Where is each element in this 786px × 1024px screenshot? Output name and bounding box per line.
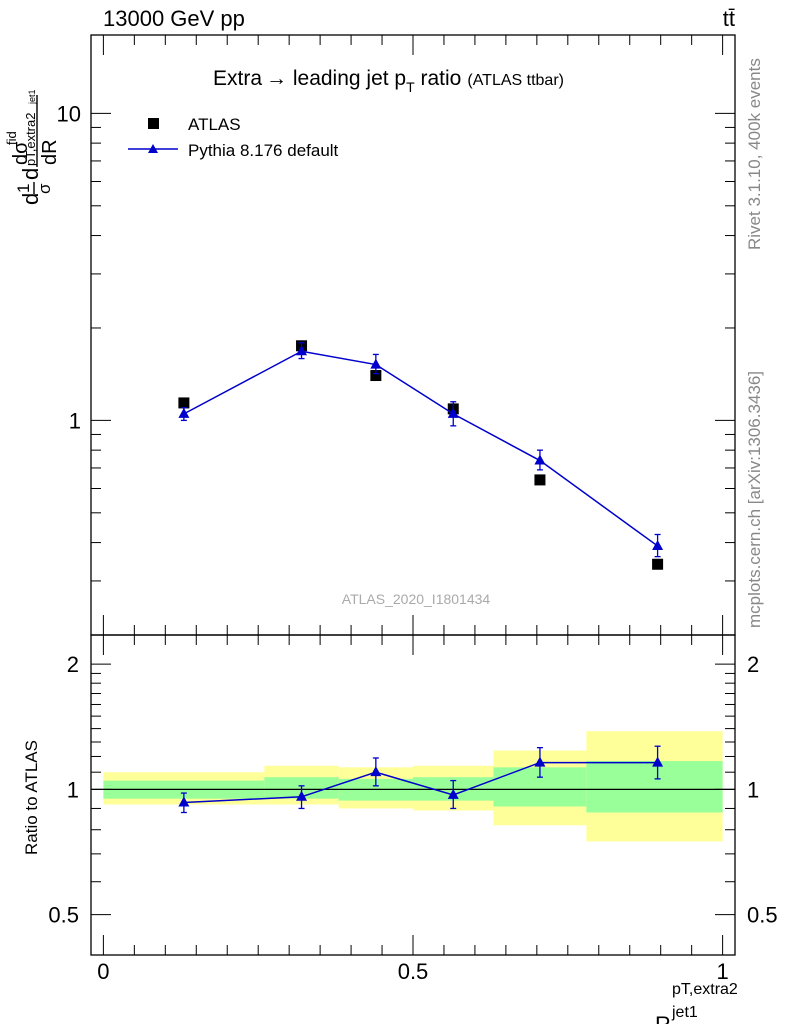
x-tick-label: 0 <box>97 959 109 984</box>
svg-text:jet1: jet1 <box>671 1004 698 1021</box>
x-tick-label: 1 <box>716 959 728 984</box>
svg-text:d: d <box>18 168 43 180</box>
legend: ATLAS Pythia 8.176 default <box>128 115 339 160</box>
ratio-point <box>370 766 382 777</box>
pythia-point <box>178 407 190 418</box>
main-ytick-label: 1 <box>69 408 81 433</box>
ratio-ylabel: Ratio to ATLAS <box>22 740 41 855</box>
svg-text:dR: dR <box>39 139 61 165</box>
ratio-ytick-label-left: 2 <box>67 652 79 677</box>
ratio-ytick-label-right: 0.5 <box>747 903 778 928</box>
ratio-bands <box>103 731 723 842</box>
ratio-marks <box>178 745 664 814</box>
ratio-point <box>652 756 664 767</box>
ratio-point <box>296 790 308 801</box>
legend-pythia-marker <box>148 144 158 153</box>
pythia-point <box>370 358 382 369</box>
energy-label: 13000 GeV pp <box>103 6 245 31</box>
main-title: Extra → leading jet pT ratio (ATLAS ttbar) <box>213 67 564 95</box>
pythia-point <box>534 454 546 465</box>
pythia-line <box>183 350 659 547</box>
svg-text:fid: fid <box>4 131 19 145</box>
atlas-point <box>370 370 382 382</box>
rivet-version-label: Rivet 3.1.10, 400k events <box>745 58 764 250</box>
svg-text:d: d <box>18 193 43 205</box>
ratio-axes: 0.5 0.5 1 1 2 2 0 0.5 1 <box>48 634 778 984</box>
ratio-ytick-label-right: 1 <box>747 777 759 802</box>
atlas-point <box>534 474 546 486</box>
ratio-ytick-label-left: 1 <box>67 777 79 802</box>
main-ytick-label: 10 <box>57 101 81 126</box>
pythia-point <box>652 539 664 550</box>
svg-text:σ: σ <box>35 183 54 194</box>
legend-atlas-label: ATLAS <box>188 115 241 134</box>
atlas-point <box>178 397 190 409</box>
ratio-point <box>447 788 459 799</box>
atlas-point <box>652 558 664 570</box>
legend-atlas-marker <box>148 118 159 129</box>
pythia-point <box>447 407 459 418</box>
svg-text:R: R <box>655 1012 671 1024</box>
svg-text:jet1: jet1 <box>27 89 37 105</box>
analysis-watermark: ATLAS_2020_I1801434 <box>342 591 491 607</box>
main-ylabel: d 1 σ d dσ fid pT,extra2 jet1 dR <box>4 89 61 205</box>
x-tick-label: 0.5 <box>398 959 429 984</box>
pythia-point <box>296 345 308 356</box>
svg-text:1: 1 <box>14 184 33 193</box>
main-marks <box>178 340 664 570</box>
process-label: tt̄ <box>723 6 735 31</box>
ratio-ytick-label-right: 2 <box>747 652 759 677</box>
svg-text:dσ: dσ <box>10 141 32 165</box>
ratio-point <box>534 756 546 767</box>
svg-text:pT,extra2: pT,extra2 <box>672 981 738 998</box>
svg-text:pT,extra2: pT,extra2 <box>23 113 38 166</box>
ratio-ytick-label-left: 0.5 <box>48 903 79 928</box>
ratio-point <box>178 796 190 807</box>
green-band-5 <box>586 761 723 813</box>
x-axis-label: R pT,extra2 jet1 <box>655 981 738 1024</box>
legend-pythia-label: Pythia 8.176 default <box>188 141 339 160</box>
mcplots-label: mcplots.cern.ch [arXiv:1306.3436] <box>745 371 764 628</box>
ratio-line <box>183 761 658 804</box>
